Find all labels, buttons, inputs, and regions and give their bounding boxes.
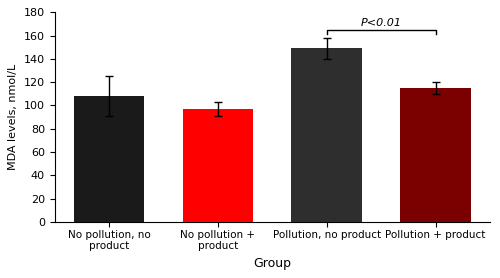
Y-axis label: MDA levels, nmol/L: MDA levels, nmol/L (8, 64, 18, 170)
Text: P<0.01: P<0.01 (360, 18, 402, 28)
Bar (400, 88, 471, 222)
X-axis label: Group: Group (254, 257, 292, 270)
Bar (292, 48, 362, 222)
Bar (74, 96, 144, 222)
Bar (182, 109, 254, 222)
